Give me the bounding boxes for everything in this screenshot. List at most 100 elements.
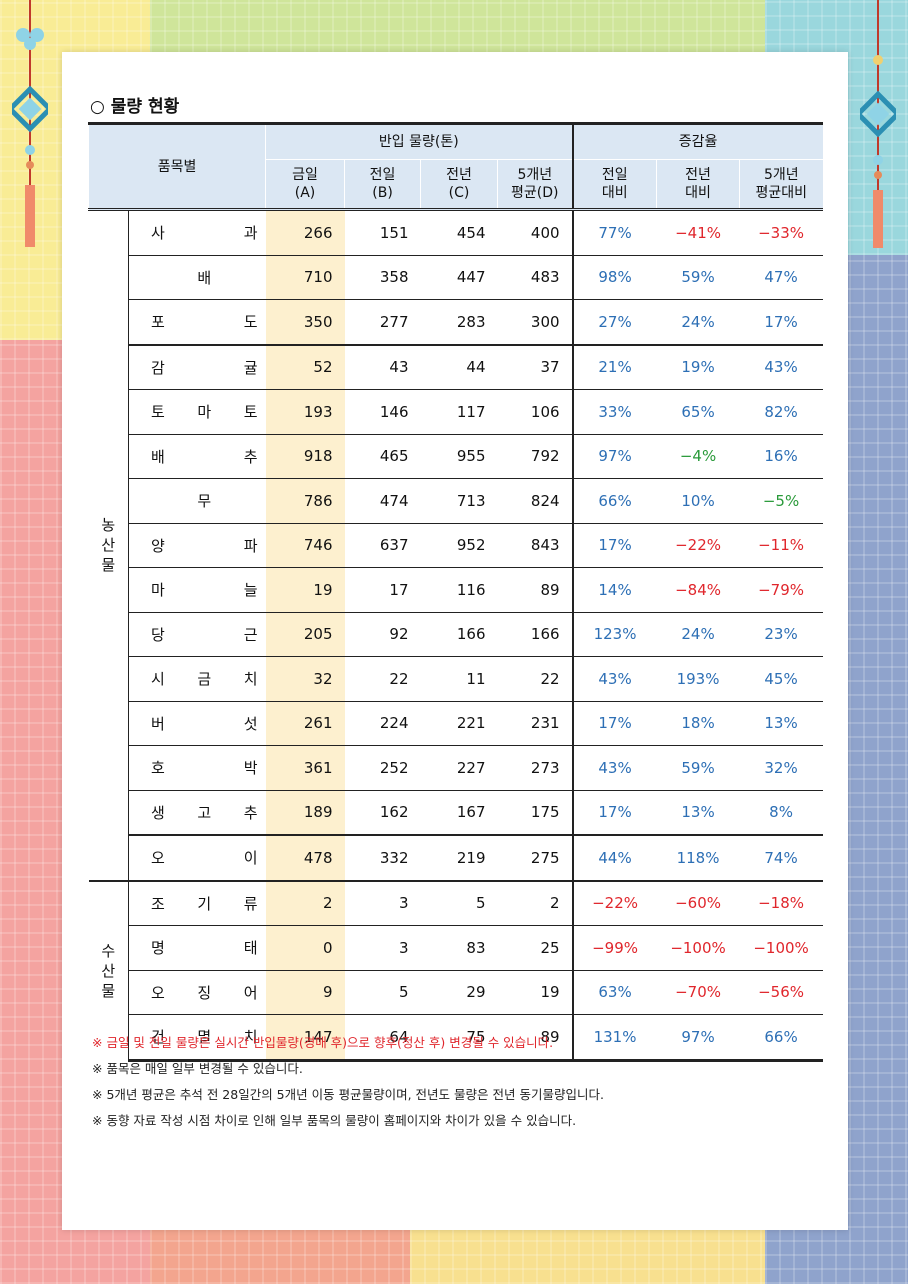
pct-vs-5yr: −56% [739,969,823,1015]
value-5yr-avg: 400 [497,209,573,255]
value-prevyear: 116 [420,567,498,612]
table-row: 버 섯 261 224 221 231 17% 18% 13% [89,700,823,746]
table-row: 무 786 474 713 824 66% 10% −5% [89,478,823,523]
value-5yr-avg: 89 [497,567,573,612]
footnote: ※ 동향 자료 작성 시점 차이로 인해 일부 품목의 물량이 홈페이지와 차이… [92,1113,577,1128]
header-col-vs-prevday: 전일 대비 [571,159,657,210]
pct-vs-prevday: 97% [571,433,657,479]
pct-vs-prevday: 43% [571,745,657,790]
value-prevyear: 5 [420,879,498,926]
pct-vs-prevyear: −4% [656,433,740,479]
value-5yr-avg: 175 [497,789,573,835]
pct-vs-prevday: 63% [571,969,657,1015]
pct-vs-5yr: −33% [739,209,823,255]
value-5yr-avg: 300 [497,299,573,345]
footnote: ※ 품목은 매일 일부 변경될 수 있습니다. [92,1061,303,1076]
pct-vs-prevday: 21% [571,343,657,390]
value-prevday: 277 [344,299,421,345]
pct-vs-prevyear: −100% [656,925,740,970]
value-prevyear: 283 [420,299,498,345]
pct-vs-prevyear: 19% [656,343,740,390]
value-today: 746 [265,522,345,568]
value-prevday: 224 [344,700,421,746]
pct-vs-prevyear: −84% [656,567,740,612]
value-prevyear: 166 [420,611,498,657]
value-prevday: 43 [344,343,421,390]
value-prevday: 92 [344,611,421,657]
header-volume-group: 반입 물량(톤) [265,122,573,160]
table-row: 시 금 치 32 22 11 22 43% 193% 45% [89,656,823,701]
value-today: 9 [265,969,345,1015]
pct-vs-prevday: 14% [571,567,657,612]
value-prevday: 22 [344,656,421,701]
table-row: 감 귤 52 43 44 37 21% 19% 43% [89,343,823,390]
pct-vs-5yr: −18% [739,879,823,926]
value-today: 478 [265,834,345,881]
pct-vs-5yr: 66% [739,1014,823,1062]
section-title: ○ 물량 현황 [90,97,180,117]
pct-vs-5yr: 17% [739,299,823,345]
value-today: 918 [265,433,345,479]
value-prevday: 332 [344,834,421,881]
pct-vs-5yr: 13% [739,700,823,746]
header-col-today: 금일 (A) [265,159,345,210]
value-today: 19 [265,567,345,612]
item-name: 무 [128,478,266,523]
norigae-ornament-left-icon [12,0,48,247]
pct-vs-prevday: 98% [571,254,657,300]
pct-vs-prevday: 17% [571,789,657,835]
pct-vs-prevday: 66% [571,478,657,523]
value-prevyear: 952 [420,522,498,568]
table-row: 명 태 0 3 83 25 −99% −100% −100% [89,925,823,970]
value-5yr-avg: 273 [497,745,573,790]
value-today: 147 [265,1014,345,1062]
value-prevyear: 221 [420,700,498,746]
pct-vs-5yr: −11% [739,522,823,568]
table-row: 생 고 추 189 162 167 175 17% 13% 8% [89,789,823,835]
pct-vs-5yr: 45% [739,656,823,701]
value-prevday: 17 [344,567,421,612]
pct-vs-prevyear: 18% [656,700,740,746]
pct-vs-5yr: 43% [739,343,823,390]
value-today: 266 [265,209,345,255]
value-prevyear: 167 [420,789,498,835]
pct-vs-prevyear: 24% [656,299,740,345]
value-prevday: 358 [344,254,421,300]
table-row: 마 늘 19 17 116 89 14% −84% −79% [89,567,823,612]
volume-table: 품목별 반입 물량(톤) 증감율 금일 (A) 전일 (B) 전년 (C) 5개년 평균… [87,122,823,1062]
pct-vs-5yr: −79% [739,567,823,612]
pct-vs-prevyear: 59% [656,254,740,300]
pct-vs-prevyear: −70% [656,969,740,1015]
pct-vs-5yr: 16% [739,433,823,479]
value-prevday: 252 [344,745,421,790]
value-prevyear: 713 [420,478,498,523]
table-row: 수 산 물 조 기 류 2 3 5 2 −22% −60% −18% [88,879,823,1060]
table-row: 농 산 물 사 과 266 151 454 400 77% −41% −33% [88,209,823,881]
pct-vs-prevday: −22% [571,879,657,926]
value-5yr-avg: 824 [497,478,573,523]
value-prevday: 637 [344,522,421,568]
value-today: 710 [265,254,345,300]
pct-vs-5yr: −100% [739,925,823,970]
bg-panel-salmon-bottom [150,1230,410,1284]
pct-vs-prevyear: 193% [656,656,740,701]
value-5yr-avg: 792 [497,433,573,479]
pct-vs-prevyear: 65% [656,389,740,434]
pct-vs-5yr: 32% [739,745,823,790]
table-row: 건 멸 치 147 64 75 89 131% 97% 66% [89,1014,823,1062]
value-today: 32 [265,656,345,701]
pct-vs-prevyear: −41% [656,209,740,255]
value-5yr-avg: 19 [497,969,573,1015]
value-5yr-avg: 89 [497,1014,573,1062]
header-item-col: 품목별 [87,122,266,210]
pct-vs-5yr: 23% [739,611,823,657]
